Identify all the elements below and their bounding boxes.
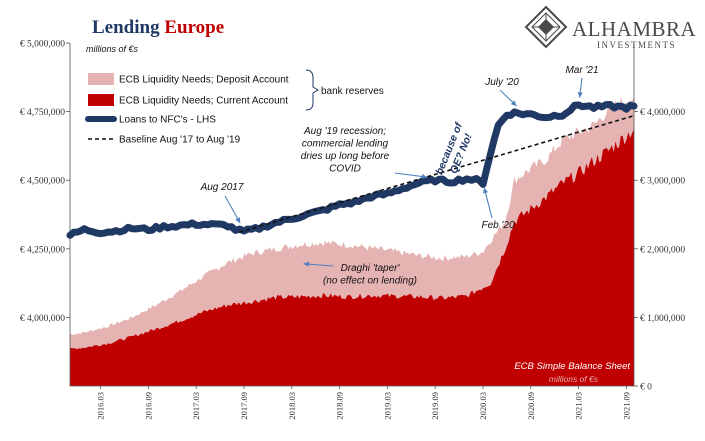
y-right-tick-label: € 0 bbox=[640, 383, 652, 393]
x-tick-label: 2016.03 bbox=[96, 392, 106, 420]
legend-label: ECB Liquidity Needs; Deposit Account bbox=[119, 75, 289, 86]
x-tick-label: 2017.09 bbox=[239, 392, 249, 420]
x-tick-label: 2018.03 bbox=[287, 392, 297, 420]
legend-label: Loans to NFC's - LHS bbox=[119, 115, 216, 126]
legend-swatch bbox=[88, 94, 114, 106]
annotation-label: July '20 bbox=[484, 77, 519, 88]
annotation-arrowhead bbox=[510, 100, 517, 106]
annotation-arrowhead bbox=[421, 173, 428, 180]
units-left-label: millions of €s bbox=[86, 44, 139, 54]
annotation-arrowhead bbox=[577, 92, 583, 98]
alhambra-diamond-logo-icon bbox=[524, 5, 568, 49]
area-series-layer bbox=[70, 96, 634, 387]
legend-swatch bbox=[88, 73, 114, 85]
annotation-label: Feb '20 bbox=[481, 220, 514, 231]
y-right-tick-label: € 3,000,000 bbox=[640, 177, 685, 187]
legend-label: Baseline Aug '17 to Aug '19 bbox=[119, 135, 241, 146]
y-right-tick-label: € 2,000,000 bbox=[640, 245, 685, 255]
annotation-label: Aug '19 recession; commercial lending drie… bbox=[301, 126, 390, 175]
x-tick-label: 2021.09 bbox=[621, 392, 631, 420]
chart-title-part-2: Europe bbox=[164, 17, 224, 38]
y-right-tick-label: € 1,000,000 bbox=[640, 314, 685, 324]
y-left-tick-label: € 4,750,000 bbox=[20, 108, 65, 118]
legend-label: ECB Liquidity Needs; Current Account bbox=[119, 96, 288, 107]
legend-bracket-label: bank reserves bbox=[321, 86, 384, 97]
annotation-label: because ofQE? No! bbox=[433, 120, 477, 182]
annotation-arrowhead bbox=[482, 187, 489, 194]
axes-layer: € 5,000,000 € 4,750,000 € 4,500,000 € 4,250… bbox=[20, 40, 686, 420]
x-tick-label: 2018.09 bbox=[335, 392, 345, 420]
brand-name: ALHAMBRA bbox=[572, 17, 697, 41]
y-left-tick-label: € 5,000,000 bbox=[20, 40, 65, 50]
annotation-label: Mar '21 bbox=[565, 65, 598, 76]
brand-subtitle: INVESTMENTS bbox=[597, 40, 676, 50]
chart-title: Lending Europe bbox=[92, 17, 224, 38]
x-tick-label: 2020.09 bbox=[526, 392, 536, 420]
x-tick-label: 2017.03 bbox=[191, 392, 201, 420]
line-series-layer bbox=[66, 101, 638, 239]
chart-title-part-1: Lending bbox=[92, 17, 164, 38]
y-left-tick-label: € 4,500,000 bbox=[20, 177, 65, 187]
annotation-label: Aug 2017 bbox=[200, 182, 244, 193]
line-series-loans-nfc bbox=[66, 101, 638, 239]
annotation-arrowhead bbox=[303, 261, 310, 267]
x-tick-label: 2020.03 bbox=[478, 392, 488, 420]
y-left-tick-label: € 4,000,000 bbox=[20, 314, 65, 324]
units-right-label: millions of €s bbox=[549, 374, 599, 384]
x-tick-label: 2016.09 bbox=[143, 392, 153, 420]
line-series-baseline bbox=[238, 114, 635, 234]
y-left-tick-label: € 4,250,000 bbox=[20, 245, 65, 255]
legend-bracket bbox=[305, 69, 319, 111]
annotation-arrowhead bbox=[235, 217, 241, 224]
y-right-tick-label: € 4,000,000 bbox=[640, 108, 685, 118]
area-series-current-account bbox=[70, 128, 634, 387]
legend: ECB Liquidity Needs; Deposit Account ECB … bbox=[85, 69, 384, 146]
x-tick-label: 2021.03 bbox=[574, 392, 584, 420]
annotation-label: Draghi 'taper' (no effect on lending) bbox=[323, 263, 417, 287]
source-note: ECB Simple Balance Sheet bbox=[514, 361, 630, 372]
x-tick-label: 2019.09 bbox=[430, 392, 440, 420]
x-tick-label: 2019.03 bbox=[382, 392, 392, 420]
annotation-arrow bbox=[394, 172, 428, 178]
